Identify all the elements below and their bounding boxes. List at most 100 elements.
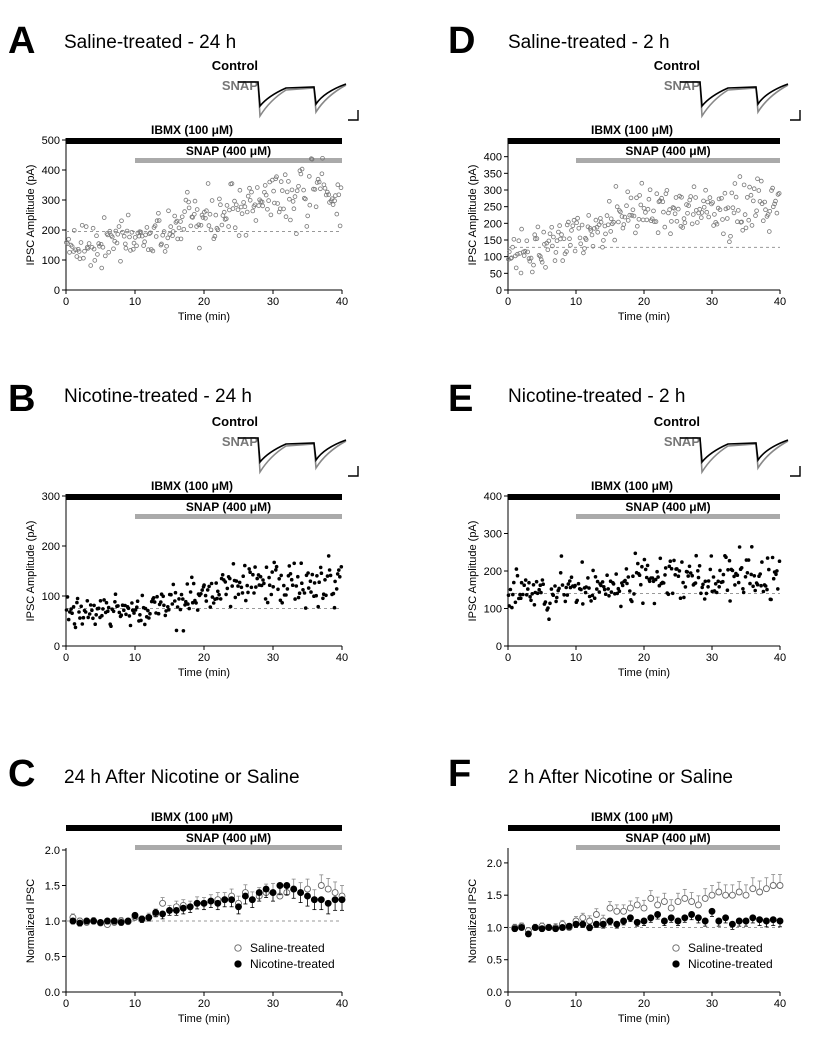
panel-e-data-point [506,593,511,597]
panel-e-data-point [599,583,603,588]
panel-e-data-point [761,589,766,594]
panel-e-data-point [644,575,649,580]
panel-e-data-point [743,575,748,579]
panel-f-data-point-nicotine [531,924,539,931]
panel-d-data-point [690,212,696,217]
panel-b-data-point [159,600,163,604]
panel-a-data-point [192,212,197,217]
panel-e-data-point [688,571,693,575]
panel-b-data-point [135,599,140,603]
panel-letter-f: F [448,753,472,795]
panel-d-data-point [536,253,542,258]
panel-f-data-point-nicotine [728,920,736,928]
panel-c-data-point-nicotine [255,889,263,897]
panel-e-data-point [507,604,511,608]
panel-e-data-point [721,579,725,584]
panel-b-data-point [241,574,245,578]
panel-b-data-point [236,592,241,597]
panel-b-y-axis-label: IPSC Amplitude (pA) [25,521,37,622]
panel-b-data-point [170,602,175,606]
panel-a-data-point [254,185,260,190]
panel-b-data-point [185,582,190,586]
panel-b-data-point [279,573,284,578]
panel-a-data-point [309,156,315,162]
panel-b-data-point [319,571,324,575]
panel-a-data-point [124,228,130,234]
panel-f-data-point-nicotine [606,917,614,925]
panel-f-y-axis-label: Normalized IPSC [467,879,479,963]
panel-e-data-point [631,574,635,578]
panel-c-data-point-nicotine [207,897,215,905]
panel-a-data-point [249,189,254,195]
panel-b-data-point [181,629,186,633]
panel-e-data-point [656,575,660,579]
panel-e-data-point [587,586,591,590]
panel-d-data-point [701,205,707,210]
panel-d-data-point [647,187,653,193]
panel-a-data-point [164,244,169,249]
panel-d-data-point [638,202,644,208]
panel-c-data-point-nicotine [317,896,325,904]
panel-d-data-point [652,219,657,224]
panel-d-data-point [635,223,640,229]
panel-a-data-point [74,254,80,259]
panel-a-data-point [288,217,293,223]
panel-a-data-point [230,206,236,211]
panel-d-data-point [680,225,686,230]
panel-f-data-point-nicotine [545,924,553,931]
panel-d-data-point [704,209,710,215]
panel-b-data-point [296,574,300,579]
panel-a-data-point [213,212,219,218]
panel-b-title: Nicotine-treated - 24 h [64,386,252,407]
panel-e-data-point [732,574,736,579]
panel-b-data-point [133,608,138,612]
panel-a-data-point [119,218,124,224]
panel-c-data-point-saline [324,885,332,893]
panel-d-data-point [513,265,519,271]
panel-d-data-point [545,247,551,253]
panel-e-ibmx-bar [508,494,780,500]
panel-d-data-point [560,258,566,263]
panel-b-data-point [187,606,191,611]
panel-b-data-point [183,603,187,607]
panel-d-trace-control [680,81,789,109]
panel-d-data-point [625,189,631,195]
panel-b-data-point [98,599,103,603]
panel-d-data-point [728,234,733,239]
panel-a-data-point [241,200,246,205]
panel-d-ibmx-bar [508,138,780,144]
panel-f-y-tick-label: 1.0 [487,922,502,934]
panel-e-y-tick-label: 400 [484,491,502,503]
panel-c-y-axis-label: Normalized IPSC [25,879,37,963]
panel-e-data-point [515,573,520,578]
panel-e-data-point [564,585,568,590]
panel-a-data-point [118,258,123,264]
panel-b-data-point [164,609,168,613]
panel-b-data-point [93,622,97,626]
panel-e-data-point [693,581,698,585]
panel-e-data-point [760,560,764,564]
panel-a-data-point [116,224,122,229]
panel-a-data-point [67,250,72,255]
panel-f-y-tick-label: 1.5 [487,890,502,902]
panel-a-data-point [92,258,98,263]
panel-a-data-point [303,196,308,202]
panel-f-data-point-nicotine [511,925,519,933]
panel-e-data-point [765,587,769,592]
panel-b-data-point [308,579,313,583]
panel-e-data-point [605,573,609,577]
panel-c-title: 24 h After Nicotine or Saline [64,767,300,788]
panel-e-data-point [543,600,548,604]
panel-d-x-tick-label: 10 [570,296,582,308]
panel-d-data-point [611,219,616,225]
panel-a-data-point [236,233,242,238]
panel-f-data-point-nicotine [518,924,526,931]
panel-f-x-axis-label: Time (min) [618,1013,670,1025]
panel-b-data-point [334,587,339,591]
panel-b-trace-label-snap: SNAP [222,434,258,449]
panel-e-data-point [595,579,600,584]
panel-b-data-point [293,597,297,601]
panel-b-data-point [261,578,265,582]
panel-e-snap-bar-label: SNAP (400 μM) [625,500,710,514]
panel-e-data-point [531,583,536,587]
